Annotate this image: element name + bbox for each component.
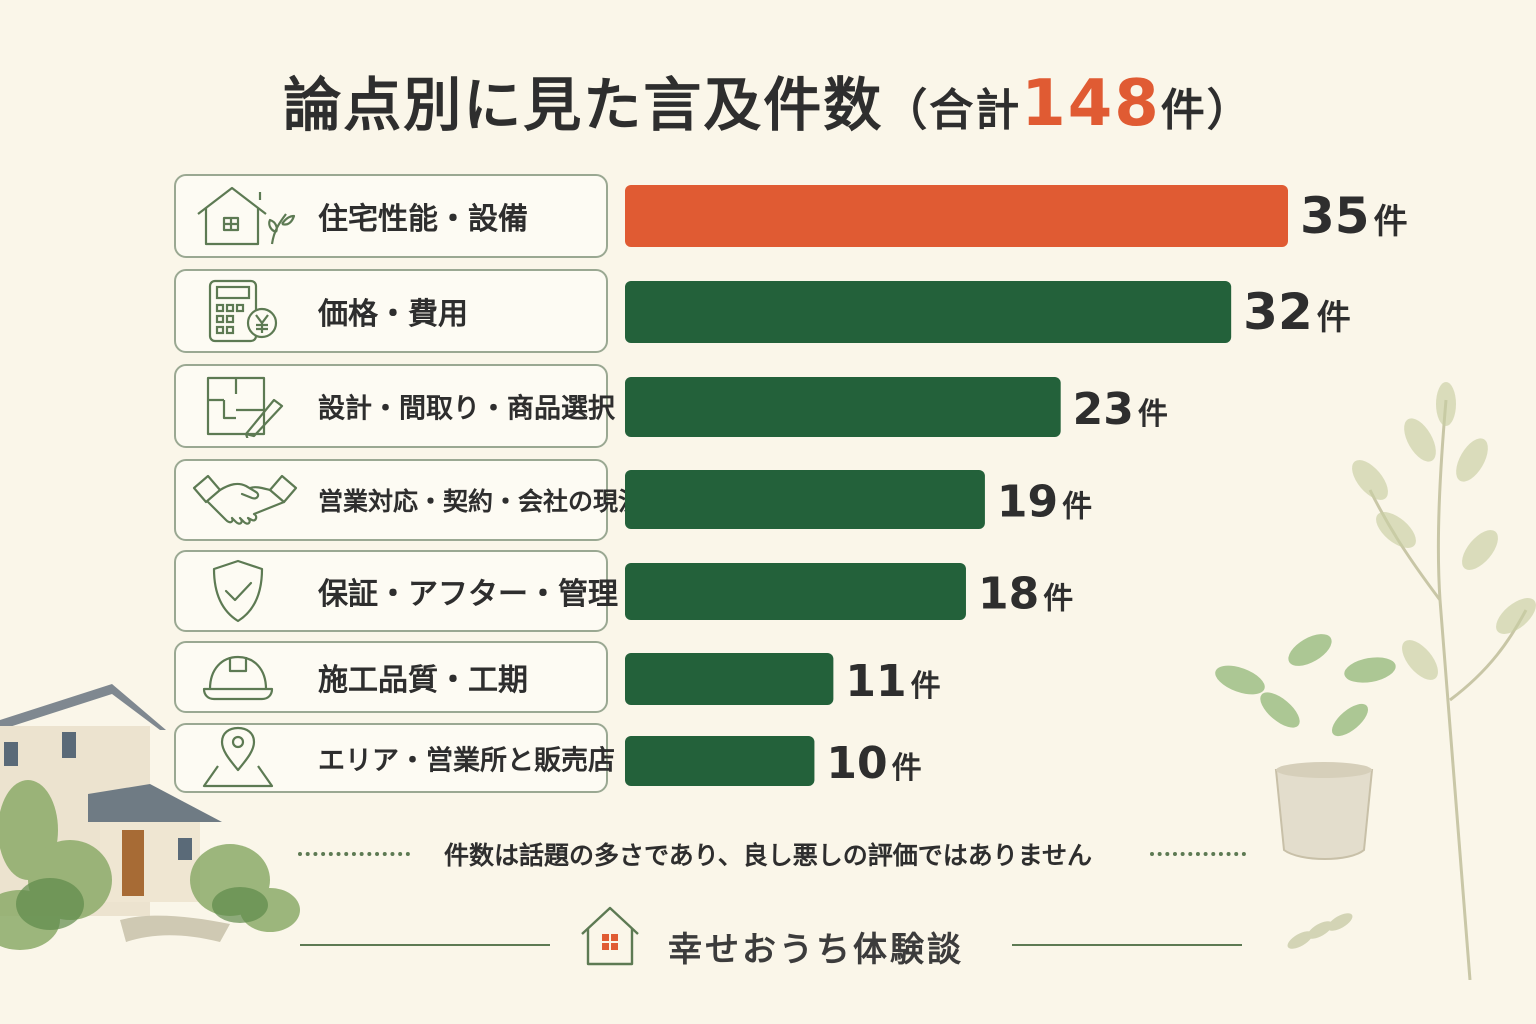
plant-illustration xyxy=(1215,382,1536,980)
category-label: エリア・営業所と販売店 xyxy=(318,745,615,777)
category-label-box: エリア・営業所と販売店 xyxy=(174,723,615,793)
bar xyxy=(625,563,966,620)
bar-value-label: 23 件 xyxy=(1073,384,1168,435)
category-label-box: 住宅性能・設備 xyxy=(174,174,608,258)
chart-title-main: 論点別に見た言及件数 xyxy=(283,71,884,139)
chart-title-close: 件） xyxy=(1160,85,1253,136)
category-label: 保証・アフター・管理 xyxy=(318,577,618,612)
house-icon xyxy=(197,186,296,246)
bar xyxy=(625,736,815,786)
note-divider-left xyxy=(298,852,410,856)
calculator-icon xyxy=(208,279,278,343)
house-illustration xyxy=(0,684,300,950)
brand-divider-right xyxy=(1012,944,1242,946)
chart-title: 論点別に見た言及件数（合計148件） xyxy=(0,58,1536,142)
brand-divider-left xyxy=(300,944,550,946)
bar xyxy=(625,653,834,705)
brand-name: 幸せおうち体験談 xyxy=(668,930,964,970)
bar-value-label: 18 件 xyxy=(978,569,1073,620)
bar-value-label: 35 件 xyxy=(1300,187,1408,245)
category-label: 設計・間取り・商品選択 xyxy=(318,393,615,425)
location-icon xyxy=(202,726,274,788)
chart-title-open: （合計 xyxy=(883,85,1022,136)
bar-value-label: 10 件 xyxy=(826,738,921,789)
category-label-box: 保証・アフター・管理 xyxy=(174,550,618,632)
category-label: 施工品質・工期 xyxy=(318,663,528,698)
category-label: 価格・費用 xyxy=(318,297,468,332)
bar xyxy=(625,377,1061,437)
brand-house-icon xyxy=(581,906,639,966)
note-divider-right xyxy=(1150,852,1246,856)
category-label-box: 営業対応・契約・会社の現況 xyxy=(174,459,643,541)
bar-value-label: 11 件 xyxy=(845,656,940,707)
bar xyxy=(625,281,1232,343)
category-label-box: 施工品質・工期 xyxy=(174,641,608,713)
chart-title-total: 148 xyxy=(1021,67,1161,141)
floorplan-icon xyxy=(206,376,284,438)
disclaimer-note: 件数は話題の多さであり、良し悪しの評価ではありません xyxy=(443,841,1092,870)
bar-value-label: 32 件 xyxy=(1243,283,1351,341)
category-label-box: 価格・費用 xyxy=(174,269,608,353)
category-label: 住宅性能・設備 xyxy=(318,202,528,237)
handshake-icon xyxy=(192,474,298,525)
helmet-icon xyxy=(202,655,274,701)
category-label: 営業対応・契約・会社の現況 xyxy=(318,487,644,516)
bar xyxy=(625,185,1288,247)
bar xyxy=(625,470,985,529)
bar-value-label: 19 件 xyxy=(997,477,1092,528)
category-label-box: 設計・間取り・商品選択 xyxy=(174,364,615,448)
shield-icon xyxy=(212,559,264,623)
